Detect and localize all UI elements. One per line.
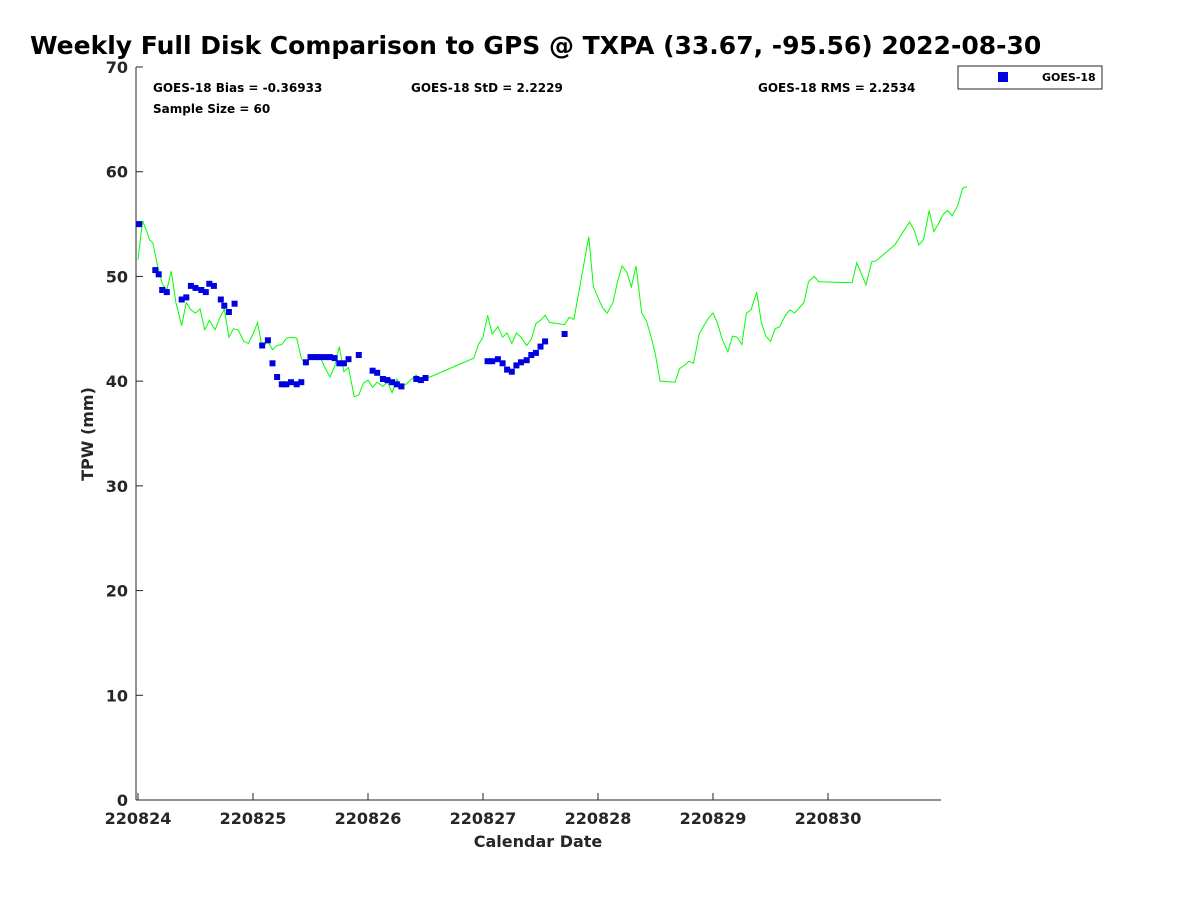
x-tick-label: 220829 [680,809,747,828]
goes-18-point [417,377,424,384]
goes-18-point [298,379,305,386]
goes-18-point [528,352,535,358]
y-tick-label: 20 [106,582,128,601]
goes-18-point [225,309,232,315]
y-axis-ticks: 0 10 20 30 40 50 60 70 [106,58,143,810]
goes-18-point [513,362,520,369]
x-tick-label: 220830 [795,809,862,828]
bias-stat: GOES-18 Bias = -0.36933 [153,81,322,95]
goes-18-point [183,294,190,301]
goes-18-point [274,374,281,380]
goes-18-point [542,338,549,345]
goes-18-point [379,376,386,382]
gps-series-line [137,185,968,398]
y-tick-label: 50 [106,267,128,286]
goes-18-point [369,367,376,374]
x-tick-label: 220825 [220,809,287,828]
goes-18-point [322,354,329,361]
legend: GOES-18 [957,65,1103,90]
goes-18-point [518,359,524,366]
goes-18-point [159,287,166,293]
plot-area [135,67,941,801]
goes-18-point [523,357,530,364]
goes-18-point [278,381,285,388]
goes-18-point [316,354,323,361]
goes-18-point [264,337,271,344]
x-tick-label: 220828 [565,809,632,828]
goes-18-point [499,360,506,367]
goes-18-point [384,377,391,384]
goes-18-point [202,289,209,296]
goes-18-point [422,375,429,381]
goes-18-point [484,358,491,365]
sample-size-stat: Sample Size = 60 [153,102,270,116]
goes-18-point [494,356,501,363]
goes-18-point [152,267,159,274]
legend-box [957,65,1103,90]
goes-18-point [288,379,294,386]
y-tick-label: 40 [106,372,128,391]
goes-18-point [393,381,400,388]
goes-18-point [312,354,319,361]
goes-18-point [532,349,539,356]
goes-18-point [389,379,396,386]
goes-18-point [504,366,511,373]
goes-18-point [340,360,347,367]
goes-18-point [327,354,333,361]
goes-18-point [413,376,420,382]
series-layer [136,185,968,398]
goes-18-point [206,280,213,287]
goes-18-point [178,296,185,303]
x-axis-ticks: 220824 220825 220826 220827 220828 220829 2208… [105,793,862,828]
legend-label-goes-18: GOES-18 [1042,71,1096,84]
goes-18-point [537,343,544,350]
goes-18-point [221,302,228,309]
y-tick-label: 0 [117,791,128,810]
goes-18-point [345,356,352,363]
goes-18-point [283,381,290,388]
y-tick-label: 70 [106,58,128,77]
goes-18-point [231,300,238,307]
chart-title: Weekly Full Disk Comparison to GPS @ TXP… [30,31,1041,60]
legend-marker-goes-18 [998,72,1008,82]
goes-18-point [259,342,266,349]
goes-18-point [136,221,143,228]
y-axis-label: TPW (mm) [78,387,97,481]
x-tick-label: 220826 [335,809,402,828]
goes-18-point [374,369,381,376]
goes-18-point [217,296,224,303]
rms-stat: GOES-18 RMS = 2.2534 [758,81,915,95]
x-tick-label: 220824 [105,809,172,828]
std-stat: GOES-18 StD = 2.2229 [411,81,563,95]
goes-18-point [307,354,314,361]
goes-18-point [508,368,515,375]
x-axis-label: Calendar Date [474,832,603,851]
y-tick-label: 10 [106,686,128,705]
goes-18-point [561,331,568,337]
goes-18-point [210,282,217,289]
goes-18-point [187,282,194,289]
x-tick-label: 220827 [450,809,517,828]
goes-18-point [302,359,309,366]
goes-18-point [336,360,343,367]
goes-18-point [293,381,300,388]
goes-18-point [163,289,170,296]
goes-18-point [198,287,205,293]
y-tick-label: 60 [106,163,128,182]
y-tick-label: 30 [106,477,128,496]
goes-18-point [355,352,362,358]
goes-18-point [269,360,276,367]
goes-18-point [192,284,199,291]
goes-18-point [155,271,162,278]
goes-18-point [331,355,338,362]
goes-18-point [398,383,405,390]
goes-18-point [489,358,496,365]
